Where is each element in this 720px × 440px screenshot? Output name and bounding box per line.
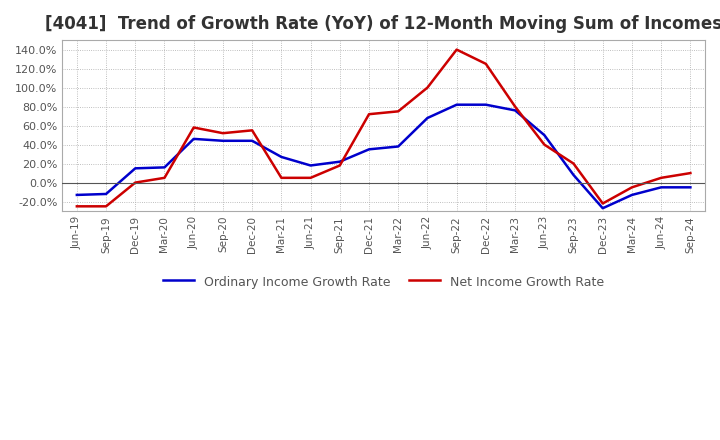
Net Income Growth Rate bbox=[598, 201, 607, 206]
Ordinary Income Growth Rate bbox=[394, 144, 402, 149]
Net Income Growth Rate bbox=[336, 163, 344, 168]
Ordinary Income Growth Rate bbox=[452, 102, 461, 107]
Ordinary Income Growth Rate bbox=[482, 102, 490, 107]
Net Income Growth Rate bbox=[423, 85, 432, 90]
Net Income Growth Rate bbox=[131, 180, 140, 185]
Ordinary Income Growth Rate bbox=[657, 185, 665, 190]
Ordinary Income Growth Rate bbox=[73, 192, 81, 198]
Ordinary Income Growth Rate bbox=[102, 191, 110, 197]
Legend: Ordinary Income Growth Rate, Net Income Growth Rate: Ordinary Income Growth Rate, Net Income … bbox=[158, 270, 610, 294]
Ordinary Income Growth Rate bbox=[686, 185, 695, 190]
Line: Net Income Growth Rate: Net Income Growth Rate bbox=[77, 50, 690, 206]
Net Income Growth Rate bbox=[570, 161, 578, 166]
Net Income Growth Rate bbox=[394, 109, 402, 114]
Net Income Growth Rate bbox=[73, 204, 81, 209]
Ordinary Income Growth Rate bbox=[423, 115, 432, 121]
Line: Ordinary Income Growth Rate: Ordinary Income Growth Rate bbox=[77, 105, 690, 208]
Ordinary Income Growth Rate bbox=[628, 192, 636, 198]
Ordinary Income Growth Rate bbox=[248, 138, 256, 143]
Net Income Growth Rate bbox=[219, 131, 228, 136]
Ordinary Income Growth Rate bbox=[598, 205, 607, 211]
Net Income Growth Rate bbox=[189, 125, 198, 130]
Net Income Growth Rate bbox=[482, 61, 490, 66]
Net Income Growth Rate bbox=[365, 112, 374, 117]
Net Income Growth Rate bbox=[657, 175, 665, 180]
Net Income Growth Rate bbox=[452, 47, 461, 52]
Ordinary Income Growth Rate bbox=[365, 147, 374, 152]
Net Income Growth Rate bbox=[540, 142, 549, 147]
Title: [4041]  Trend of Growth Rate (YoY) of 12-Month Moving Sum of Incomes: [4041] Trend of Growth Rate (YoY) of 12-… bbox=[45, 15, 720, 33]
Ordinary Income Growth Rate bbox=[277, 154, 286, 160]
Ordinary Income Growth Rate bbox=[510, 108, 519, 113]
Ordinary Income Growth Rate bbox=[160, 165, 168, 170]
Ordinary Income Growth Rate bbox=[306, 163, 315, 168]
Ordinary Income Growth Rate bbox=[189, 136, 198, 142]
Net Income Growth Rate bbox=[102, 204, 110, 209]
Ordinary Income Growth Rate bbox=[131, 166, 140, 171]
Net Income Growth Rate bbox=[306, 175, 315, 180]
Ordinary Income Growth Rate bbox=[336, 159, 344, 164]
Net Income Growth Rate bbox=[510, 104, 519, 109]
Ordinary Income Growth Rate bbox=[540, 132, 549, 138]
Net Income Growth Rate bbox=[160, 175, 168, 180]
Ordinary Income Growth Rate bbox=[570, 172, 578, 178]
Ordinary Income Growth Rate bbox=[219, 138, 228, 143]
Net Income Growth Rate bbox=[628, 185, 636, 190]
Net Income Growth Rate bbox=[248, 128, 256, 133]
Net Income Growth Rate bbox=[277, 175, 286, 180]
Net Income Growth Rate bbox=[686, 170, 695, 176]
